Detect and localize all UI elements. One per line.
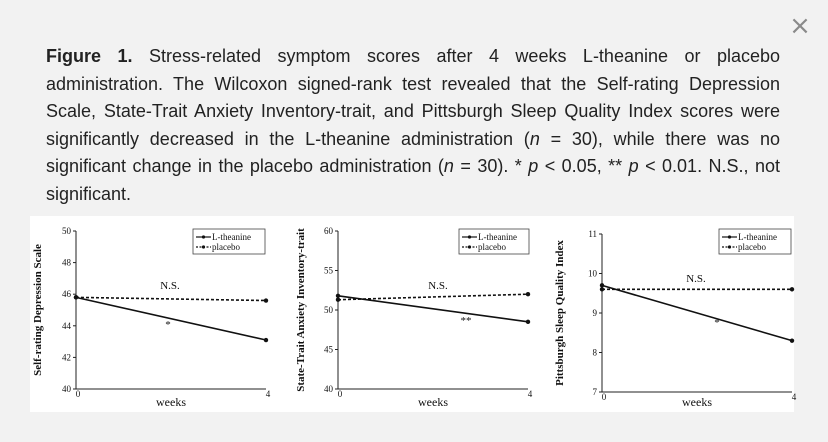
legend-marker [727,235,732,239]
y-tick-label: 46 [62,289,72,299]
y-tick-label: 50 [62,226,72,236]
caption-text: = 30), while there was no significant ch… [46,128,780,177]
x-axis-label: weeks [682,395,712,409]
close-icon[interactable]: × [789,11,811,41]
y-tick-label: 48 [62,258,72,268]
data-point [525,292,531,297]
n-symbol: n [443,156,454,176]
chart-svg: 7 8 9 10 11 0 4 weeks Pittsburgh Sleep Quality I… [554,228,797,409]
caption-text: Stress-related symptom scores after 4 we… [46,46,781,149]
series-line-l-theanine [601,284,793,342]
data-point [73,295,79,300]
annotation-ns: N.S. [160,280,180,292]
data-point [599,283,605,288]
x-tick-label: 4 [528,389,533,399]
x-tick-label: 0 [76,389,81,399]
data-point [599,287,605,292]
figure-caption: Figure 1. Stress-related symptom scores … [46,43,780,208]
legend-marker [467,245,472,249]
p-symbol: p [628,156,639,176]
data-point [263,298,269,303]
annotation-significance: ** [461,315,472,327]
legend-label: L-theanine [738,232,777,242]
y-axis-label: Pittsburgh Sleep Quality Index [554,240,566,386]
x-axis-label: weeks [156,395,186,409]
x-tick-label: 0 [602,392,607,402]
chart-sleep: 7 8 9 10 11 0 4 weeks Pittsburgh Sleep Quality I… [552,216,797,412]
annotation-significance: * [714,317,720,329]
y-tick-label: 7 [593,387,598,397]
data-point [335,297,341,302]
y-tick-label: 40 [324,384,334,394]
y-tick-label: 11 [588,229,597,239]
series-line-placebo [75,296,267,302]
chart-svg: 40 42 44 46 48 50 0 4 weeks Self-rating Depressio… [32,226,271,409]
legend-box [718,228,792,255]
legend-marker [727,245,732,249]
data-point [789,338,795,343]
y-tick-label: 60 [324,226,334,236]
data-point [525,319,531,325]
annotation-ns: N.S. [428,280,448,292]
figure-image: 40 42 44 46 48 50 0 4 weeks Self-rating Depressio… [30,216,797,412]
legend-marker [467,235,472,239]
chart-svg: 40 45 50 55 60 0 4 weeks State-Trait Anxiety Inv… [295,226,533,409]
p-symbol: p [528,156,539,176]
y-tick-label: 10 [588,269,598,279]
x-tick-label: 4 [266,389,271,399]
data-point [335,293,341,298]
series-line-placebo [337,293,529,301]
chart-depression: 40 42 44 46 48 50 0 4 weeks Self-rating Depressio… [30,216,284,412]
legend-box [458,228,530,255]
legend-marker [201,245,206,249]
x-tick-label: 0 [338,389,343,399]
legend-label: L-theanine [212,232,251,242]
chart-anxiety: 40 45 50 55 60 0 4 weeks State-Trait Anxiety Inv… [295,216,546,412]
data-point [263,337,269,343]
annotation-significance: * [165,319,171,331]
y-tick-label: 9 [593,308,598,318]
y-tick-label: 40 [62,384,72,394]
caption-text: = 30). * [453,156,529,176]
legend-marker [201,235,206,239]
y-axis-label: Self-rating Depression Scale [32,244,44,376]
n-symbol: n [529,128,540,149]
series-line-l-theanine [337,294,529,323]
legend-label: placebo [738,242,766,252]
legend-box [192,228,266,255]
annotation-ns: N.S. [686,273,706,285]
y-tick-label: 44 [62,321,72,331]
series-line-l-theanine [75,296,267,341]
legend-label: placebo [212,242,240,252]
y-tick-label: 8 [593,348,598,358]
x-axis-label: weeks [418,395,448,409]
y-tick-label: 45 [324,345,334,355]
figure-label: Figure 1. [46,46,133,66]
y-tick-label: 50 [324,305,334,315]
y-axis-label: State-Trait Anxiety Inventory-trait [295,228,307,392]
legend-label: placebo [478,242,506,252]
data-point [789,287,795,292]
x-tick-label: 4 [792,392,797,402]
caption-text: < 0.01. N.S., not significant. [46,156,780,204]
caption-text: < 0.05, ** [538,156,629,176]
y-tick-label: 55 [324,266,334,276]
legend-label: L-theanine [478,232,517,242]
y-tick-label: 42 [62,352,71,362]
